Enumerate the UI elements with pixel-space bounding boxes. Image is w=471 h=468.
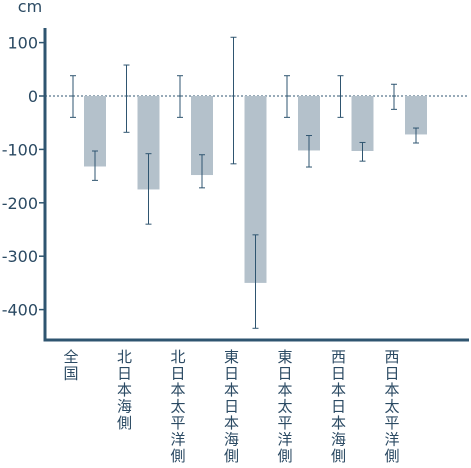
bar [191,96,213,176]
category-label: 西日本日本海側 [331,348,346,465]
category-label: 東日本日本海側 [224,348,239,465]
y-tick-label: -300 [2,247,38,266]
bar [84,96,106,167]
chart-marks [70,36,427,329]
category-label: 全国 [63,348,78,383]
y-tick-label: 0 [28,87,38,106]
category-label: 北日本太平洋側 [170,348,185,465]
y-axis-unit-label: cm [18,0,42,16]
bar [405,96,427,135]
bar [298,96,320,151]
chart-labels: cm 100 0 -100 -200 -300 -400 全国 北日本海側 北日本太平洋側 東日本日… [2,0,400,465]
bar [244,96,267,283]
category-label: 北日本海側 [117,348,132,432]
bar [351,96,374,152]
y-tick-label: -100 [2,140,38,159]
y-tick-label: -400 [2,301,38,320]
category-label: 東日本太平洋側 [277,348,292,465]
y-tick-label: 100 [7,34,38,53]
bar [137,96,160,190]
y-tick-label: -200 [2,194,38,213]
category-label: 西日本太平洋側 [384,348,399,465]
